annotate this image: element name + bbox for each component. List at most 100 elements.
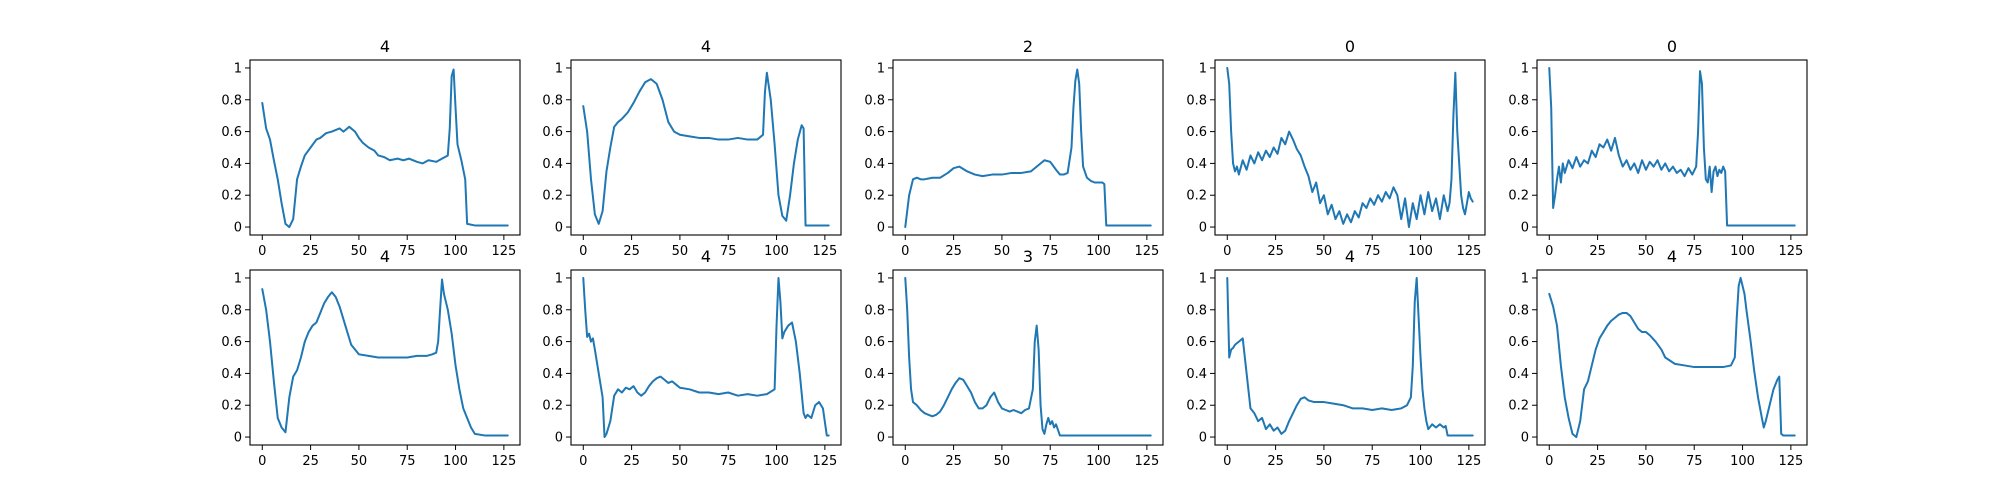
x-tick-label: 25 [945,454,962,469]
x-tick-label: 100 [443,454,468,469]
x-tick-label: 100 [764,454,789,469]
y-tick-label: 0.8 [1508,93,1529,108]
subplot-9: 0 25 50 75 100 125 0 0.2 0.4 0.6 0.8 1 4 [1186,247,1486,469]
axes-frame [249,59,521,236]
axes-frame [1536,59,1808,236]
subplot-title: 0 [1345,37,1355,56]
x-tick-label: 0 [1223,454,1231,469]
y-tick-label: 0.2 [864,189,885,204]
x-tick-label: 50 [1638,244,1655,259]
x-tick-label: 100 [1408,454,1433,469]
x-tick-label: 50 [351,454,368,469]
axes-frame [1214,269,1486,446]
x-tick-label: 25 [945,244,962,259]
y-tick-label: 0.4 [864,157,885,172]
y-tick-label: 0.2 [542,189,563,204]
y-tick-label: 0 [234,431,242,446]
x-tick-label: 50 [672,244,689,259]
x-tick-label: 0 [901,454,909,469]
x-tick-label: 125 [1456,454,1481,469]
y-tick-label: 0.2 [1508,189,1529,204]
y-tick-label: 0 [234,221,242,236]
x-tick-label: 50 [994,244,1011,259]
series-line [261,278,509,437]
x-tick-label: 100 [1408,244,1433,259]
y-tick-label: 1 [234,271,242,286]
x-tick-label: 125 [1778,454,1803,469]
y-tick-label: 0 [1199,431,1207,446]
x-tick-label: 75 [1042,244,1059,259]
y-tick-label: 1 [555,271,563,286]
subplot-7: 0 25 50 75 100 125 0 0.2 0.4 0.6 0.8 1 4 [542,247,842,469]
x-tick-label: 125 [812,244,837,259]
y-tick-label: 0.6 [1508,335,1529,350]
subplot-8: 0 25 50 75 100 125 0 0.2 0.4 0.6 0.8 1 3 [864,247,1164,469]
y-tick-label: 0 [1521,221,1529,236]
x-tick-label: 0 [1545,454,1553,469]
y-tick-label: 0.4 [542,157,563,172]
y-tick-label: 0.4 [1186,157,1207,172]
y-tick-label: 0.6 [542,335,563,350]
y-tick-label: 0.8 [1186,93,1207,108]
x-tick-label: 75 [720,454,737,469]
x-tick-label: 50 [994,454,1011,469]
y-tick-label: 0.8 [864,303,885,318]
subplot-2: 0 25 50 75 100 125 0 0.2 0.4 0.6 0.8 1 4 [542,37,842,259]
y-tick-label: 0 [877,221,885,236]
y-tick-label: 0.6 [221,125,242,140]
x-tick-label: 125 [1134,244,1159,259]
series-line [1226,66,1474,229]
x-tick-label: 25 [1267,454,1284,469]
axes-frame [570,59,842,236]
series-line [904,276,1152,437]
x-tick-label: 0 [258,454,266,469]
x-tick-label: 75 [720,244,737,259]
x-tick-label: 125 [491,454,516,469]
y-tick-label: 0.4 [1508,157,1529,172]
x-tick-label: 0 [1223,244,1231,259]
y-tick-label: 1 [234,61,242,76]
y-tick-label: 0.2 [1186,399,1207,414]
subplot-6: 0 25 50 75 100 125 0 0.2 0.4 0.6 0.8 1 4 [221,247,521,469]
y-tick-label: 1 [877,61,885,76]
x-tick-label: 75 [1364,454,1381,469]
y-tick-label: 0.8 [542,93,563,108]
x-tick-label: 25 [1267,244,1284,259]
x-tick-label: 100 [1730,454,1755,469]
y-tick-label: 0.8 [542,303,563,318]
y-tick-label: 0.2 [1508,399,1529,414]
x-tick-label: 50 [1316,454,1333,469]
y-tick-label: 0.6 [542,125,563,140]
axes-frame [892,269,1164,446]
y-tick-label: 0.8 [864,93,885,108]
y-tick-label: 0 [555,221,563,236]
x-tick-label: 50 [1638,454,1655,469]
y-tick-label: 0.6 [221,335,242,350]
x-tick-label: 0 [579,244,587,259]
x-tick-label: 0 [258,244,266,259]
y-tick-label: 0.2 [221,399,242,414]
subplot-10: 0 25 50 75 100 125 0 0.2 0.4 0.6 0.8 1 4 [1508,247,1808,469]
subplot-title: 3 [1023,247,1033,266]
x-tick-label: 75 [1686,454,1703,469]
subplot-4: 0 25 50 75 100 125 0 0.2 0.4 0.6 0.8 1 0 [1186,37,1486,259]
subplot-3: 0 25 50 75 100 125 0 0.2 0.4 0.6 0.8 1 2 [864,37,1164,259]
y-tick-label: 1 [1199,61,1207,76]
x-tick-label: 25 [302,454,319,469]
y-tick-label: 0.4 [864,367,885,382]
y-tick-label: 0.4 [221,157,242,172]
x-tick-label: 25 [623,244,640,259]
y-tick-label: 0 [1199,221,1207,236]
x-tick-label: 50 [351,244,368,259]
y-tick-label: 1 [555,61,563,76]
y-tick-label: 0.4 [1508,367,1529,382]
y-tick-label: 0.8 [221,93,242,108]
x-tick-label: 125 [491,244,516,259]
subplot-1: 0 25 50 75 100 125 0 0.2 0.4 0.6 0.8 1 4 [221,37,521,259]
subplot-title: 4 [701,37,711,56]
x-tick-label: 75 [399,244,416,259]
axes-frame [570,269,842,446]
series-line [1548,66,1796,227]
x-tick-label: 75 [399,454,416,469]
